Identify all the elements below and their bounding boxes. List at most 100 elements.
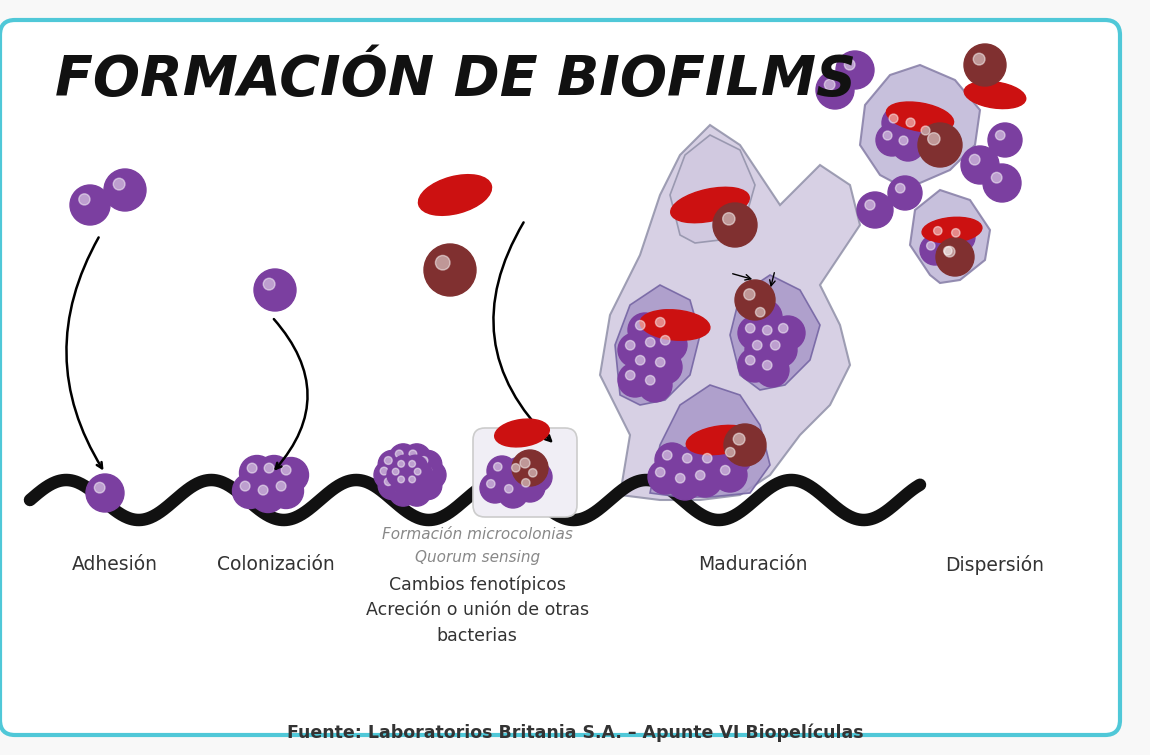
- Circle shape: [424, 244, 476, 296]
- Circle shape: [647, 310, 682, 344]
- Circle shape: [424, 467, 432, 475]
- Ellipse shape: [887, 102, 953, 132]
- Circle shape: [944, 246, 954, 257]
- Circle shape: [113, 178, 125, 190]
- Circle shape: [896, 183, 905, 193]
- Circle shape: [660, 335, 670, 345]
- Circle shape: [906, 118, 915, 127]
- Circle shape: [522, 462, 552, 492]
- Circle shape: [770, 316, 805, 350]
- Circle shape: [378, 451, 406, 479]
- Circle shape: [256, 455, 291, 491]
- Circle shape: [282, 465, 291, 475]
- Circle shape: [94, 482, 105, 493]
- Circle shape: [724, 424, 766, 466]
- Circle shape: [647, 350, 682, 384]
- Circle shape: [889, 114, 898, 123]
- Ellipse shape: [687, 425, 753, 455]
- Circle shape: [756, 353, 789, 387]
- Circle shape: [675, 473, 685, 483]
- Circle shape: [888, 176, 922, 210]
- Circle shape: [713, 203, 757, 247]
- Circle shape: [409, 450, 416, 458]
- Circle shape: [628, 348, 662, 382]
- Circle shape: [945, 222, 975, 252]
- Circle shape: [735, 280, 775, 320]
- Circle shape: [752, 341, 762, 350]
- PathPatch shape: [860, 65, 980, 183]
- Circle shape: [647, 460, 682, 494]
- Circle shape: [239, 455, 275, 491]
- Circle shape: [414, 468, 421, 475]
- Circle shape: [79, 194, 90, 205]
- Circle shape: [662, 451, 672, 460]
- Text: Maduración: Maduración: [698, 555, 808, 574]
- Circle shape: [505, 457, 535, 487]
- Circle shape: [921, 126, 930, 135]
- Circle shape: [991, 172, 1002, 183]
- Circle shape: [944, 247, 952, 255]
- Circle shape: [756, 318, 789, 352]
- Circle shape: [844, 60, 854, 70]
- Circle shape: [493, 463, 503, 471]
- Circle shape: [520, 458, 530, 468]
- PathPatch shape: [615, 285, 700, 405]
- PathPatch shape: [730, 275, 820, 390]
- Circle shape: [480, 473, 509, 503]
- Circle shape: [436, 255, 450, 270]
- Circle shape: [618, 363, 652, 397]
- Circle shape: [734, 433, 745, 445]
- Ellipse shape: [964, 82, 1026, 109]
- Circle shape: [389, 478, 417, 506]
- Circle shape: [816, 71, 854, 109]
- Circle shape: [408, 476, 415, 482]
- Circle shape: [918, 123, 963, 167]
- Circle shape: [404, 471, 428, 495]
- Circle shape: [86, 474, 124, 512]
- Circle shape: [384, 457, 392, 464]
- Text: Quorum sensing: Quorum sensing: [415, 550, 539, 565]
- Circle shape: [636, 320, 645, 330]
- FancyBboxPatch shape: [473, 428, 577, 517]
- Circle shape: [718, 440, 752, 474]
- Circle shape: [721, 466, 730, 475]
- Circle shape: [899, 111, 932, 143]
- Circle shape: [420, 457, 428, 464]
- Circle shape: [618, 333, 652, 367]
- Circle shape: [392, 471, 416, 495]
- Circle shape: [486, 479, 494, 488]
- Circle shape: [936, 238, 974, 276]
- PathPatch shape: [650, 385, 770, 497]
- Circle shape: [259, 485, 268, 495]
- Circle shape: [505, 485, 513, 493]
- Circle shape: [384, 478, 392, 485]
- Circle shape: [744, 289, 756, 300]
- Circle shape: [756, 307, 765, 317]
- Circle shape: [408, 461, 415, 467]
- Text: Colonización: Colonización: [217, 555, 335, 574]
- Circle shape: [254, 269, 296, 311]
- Circle shape: [414, 451, 442, 479]
- Circle shape: [745, 356, 756, 365]
- Circle shape: [695, 446, 729, 480]
- Circle shape: [928, 133, 940, 145]
- Circle shape: [628, 313, 662, 347]
- Circle shape: [770, 341, 780, 350]
- Circle shape: [645, 337, 656, 347]
- Circle shape: [892, 129, 923, 161]
- Circle shape: [876, 124, 909, 156]
- Circle shape: [409, 484, 416, 492]
- Circle shape: [522, 479, 530, 487]
- Text: Cambios fenotípicos: Cambios fenotípicos: [389, 575, 566, 593]
- Circle shape: [420, 478, 428, 485]
- Text: bacterias: bacterias: [437, 627, 518, 645]
- Circle shape: [402, 478, 431, 506]
- Circle shape: [396, 450, 404, 458]
- Circle shape: [636, 356, 645, 365]
- Circle shape: [653, 328, 687, 362]
- Circle shape: [779, 323, 788, 333]
- Circle shape: [398, 461, 405, 467]
- Circle shape: [656, 357, 665, 367]
- Circle shape: [515, 472, 545, 502]
- Circle shape: [374, 461, 402, 489]
